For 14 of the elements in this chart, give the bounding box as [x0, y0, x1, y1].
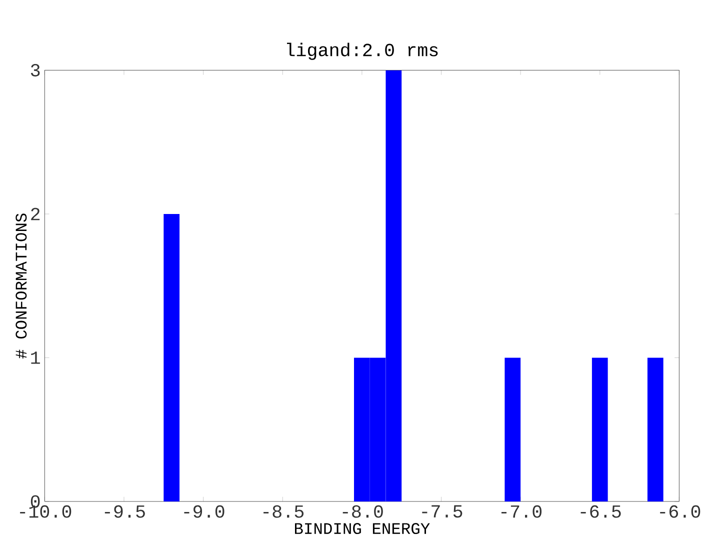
- x-tick-label: -8.0: [342, 505, 383, 518]
- chart-title: ligand:2.0 rms: [287, 42, 438, 60]
- y-tick-label: 2: [31, 208, 40, 220]
- y-tick-label: 3: [30, 64, 40, 77]
- x-tick-label: -7.0: [501, 505, 542, 518]
- x-tick-label: -8.5: [264, 505, 304, 518]
- y-axis-title: # CONFORMATIONS: [16, 214, 27, 359]
- x-tick-label: -7.5: [422, 505, 462, 518]
- x-tick-label: -9.0: [184, 505, 224, 518]
- x-tick-label: -6.5: [580, 505, 621, 518]
- x-axis-title: BINDING ENERGY: [295, 523, 430, 534]
- y-tick-label: 1: [31, 352, 40, 364]
- x-tick-label: -6.0: [660, 505, 700, 518]
- x-tick-label: -9.5: [104, 505, 145, 518]
